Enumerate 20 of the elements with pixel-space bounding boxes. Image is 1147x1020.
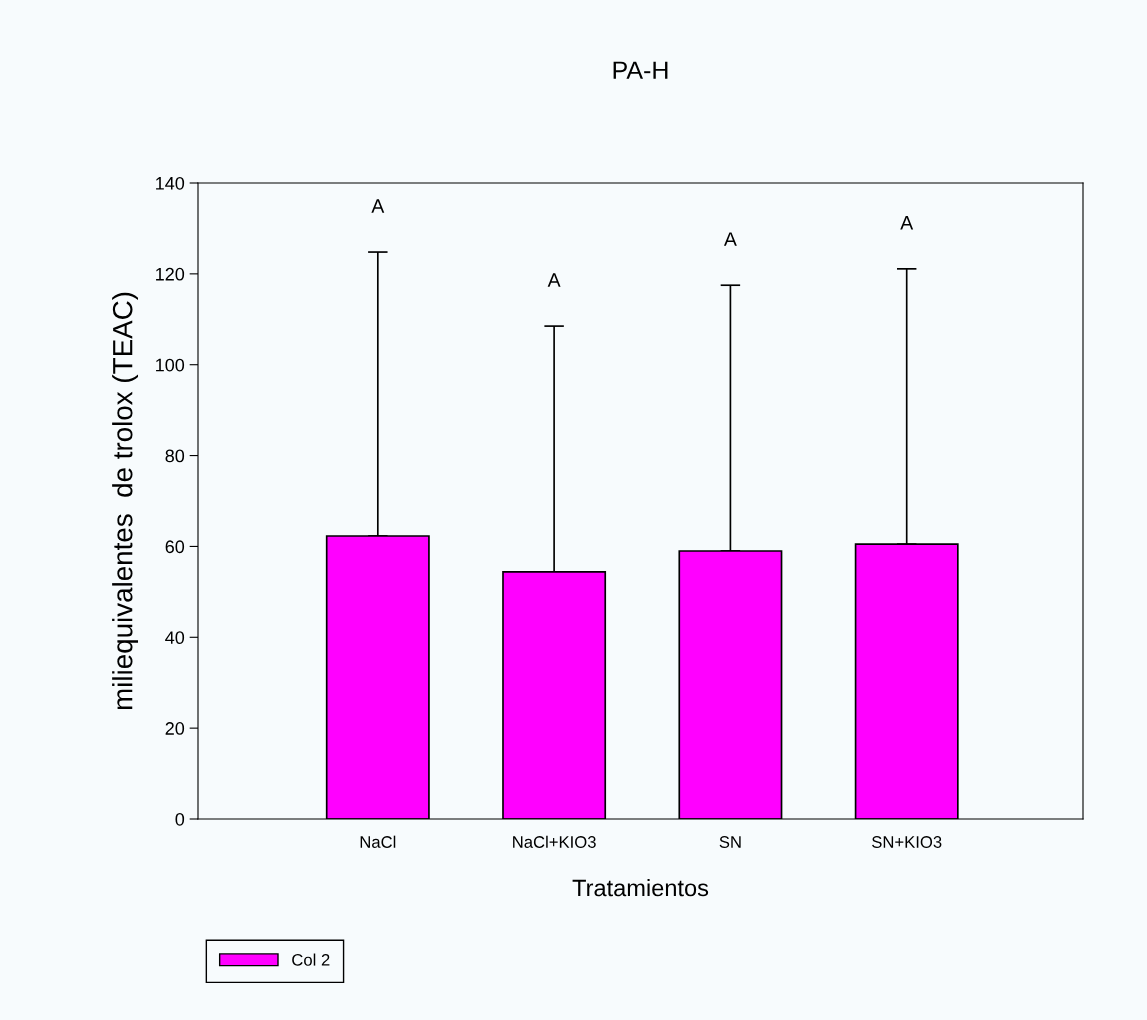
y-tick-label: 60 <box>165 540 185 554</box>
y-tick-label: 80 <box>165 449 185 463</box>
chart-title: PA-H <box>613 61 668 79</box>
x-tick-label: SN <box>719 836 741 848</box>
annotation: A <box>723 232 737 246</box>
x-tick-label: NaCl <box>360 835 396 848</box>
y-tick-label: 20 <box>165 722 185 735</box>
x-axis-title: Tratamientos <box>572 878 709 897</box>
annotation: A <box>900 216 914 230</box>
legend-label: Col 2 <box>292 953 330 966</box>
y-tick-label: 120 <box>156 267 185 281</box>
y-tick-label: 140 <box>156 176 185 190</box>
y-axis-title: miliequivalentes de trolox (TEAC) <box>112 292 139 710</box>
y-tick-label: 40 <box>165 631 185 645</box>
x-tick-label: NaCl+KIO3 <box>513 835 596 848</box>
y-tick-label: 100 <box>156 358 185 372</box>
y-tick-label: 0 <box>175 812 185 826</box>
annotation: A <box>547 273 561 287</box>
x-tick-label: SN+KIO3 <box>872 836 942 848</box>
annotation: A <box>371 199 385 213</box>
